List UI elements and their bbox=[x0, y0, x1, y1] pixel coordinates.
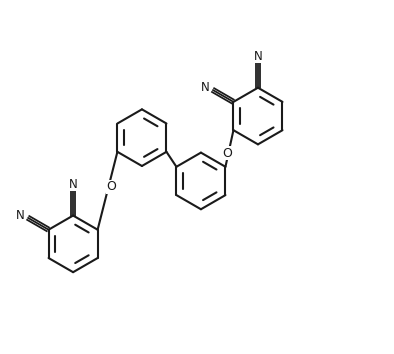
Text: N: N bbox=[254, 50, 262, 63]
Text: O: O bbox=[223, 147, 232, 160]
Text: N: N bbox=[69, 178, 78, 190]
Text: N: N bbox=[16, 209, 25, 222]
Text: N: N bbox=[201, 81, 210, 94]
Text: O: O bbox=[106, 180, 116, 193]
